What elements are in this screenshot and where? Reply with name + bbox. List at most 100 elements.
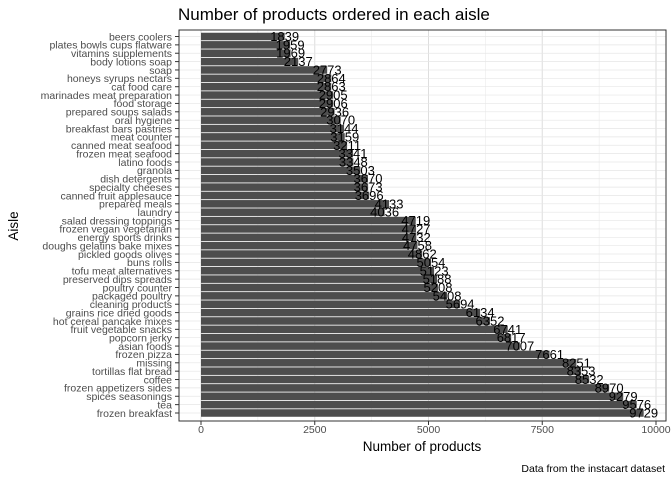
bar — [201, 66, 328, 74]
data-label: 2936 — [320, 104, 349, 119]
data-label: 2906 — [319, 96, 348, 111]
bar — [201, 367, 582, 375]
data-label: 3341 — [339, 146, 368, 161]
bar — [201, 308, 481, 317]
bar — [201, 41, 291, 49]
y-tick-label: popcorn jerky — [109, 333, 173, 345]
data-label: 8970 — [595, 380, 624, 395]
y-tick-label: grains rice dried goods — [66, 307, 172, 319]
data-label: 7661 — [535, 347, 564, 362]
bar — [201, 400, 637, 409]
bar — [201, 375, 590, 384]
bar — [201, 250, 423, 258]
bar — [201, 409, 644, 417]
data-label: 7007 — [505, 339, 534, 354]
y-tick-label: buns rolls — [127, 257, 172, 269]
y-tick-label: coffee — [144, 374, 173, 386]
y-tick-label: food storage — [114, 98, 173, 110]
bar — [201, 216, 416, 225]
bar — [201, 82, 332, 91]
bar — [201, 49, 291, 57]
chart-caption: Data from the instacart dataset — [521, 463, 665, 475]
data-label: 4727 — [402, 221, 431, 236]
bar — [201, 183, 369, 191]
bar — [201, 359, 577, 367]
y-tick-label: missing — [136, 358, 172, 370]
y-tick-label: salad dressing toppings — [62, 215, 172, 227]
bar — [201, 241, 418, 250]
y-tick-label: plates bowls cups flatware — [49, 40, 172, 52]
y-tick-label: dish detergents — [100, 174, 172, 186]
y-tick-label: doughs gelatins bake mixes — [42, 240, 172, 252]
y-tick-label: fruit vegetable snacks — [70, 324, 172, 336]
y-tick-label: tea — [157, 399, 172, 411]
bar — [201, 300, 461, 308]
x-tick-label: 0 — [198, 424, 204, 436]
y-tick-label: cat food care — [111, 82, 172, 94]
data-label: 2773 — [313, 62, 342, 77]
data-label: 1959 — [276, 37, 305, 52]
bar — [201, 108, 335, 116]
bar — [201, 317, 491, 325]
data-label: 8251 — [562, 355, 591, 370]
data-label: 5188 — [423, 272, 452, 287]
y-tick-label: granola — [137, 165, 172, 177]
data-label: 4732 — [402, 230, 431, 245]
bars — [201, 32, 644, 417]
y-tick-label: prepared soups salads — [66, 107, 172, 119]
bar — [201, 350, 550, 359]
data-label: 9279 — [609, 389, 638, 404]
y-tick-label: specialty cheeses — [89, 182, 172, 194]
y-tick-label: pickled goods olives — [78, 249, 172, 261]
y-tick-label: tortillas flat bread — [92, 366, 172, 378]
y-tick-label: canned meat seafood — [71, 140, 172, 152]
data-label: 3159 — [330, 129, 359, 144]
data-label: 3696 — [355, 188, 384, 203]
y-tick-label: poultry counter — [103, 282, 173, 294]
data-label: 5408 — [433, 288, 462, 303]
data-label: 6741 — [493, 322, 522, 337]
y-tick-label: packaged poultry — [92, 291, 173, 303]
y-tick-label: cleaning products — [90, 299, 172, 311]
data-label: 5208 — [424, 280, 453, 295]
y-tick-label: meat counter — [111, 132, 173, 144]
y-tick-label: canned fruit applesauce — [61, 190, 173, 202]
data-label: 8353 — [567, 364, 596, 379]
bar — [201, 57, 299, 66]
data-label: 4719 — [401, 213, 430, 228]
bar — [201, 174, 368, 183]
data-label: 3503 — [346, 163, 375, 178]
y-tick-label: frozen meat seafood — [76, 148, 172, 160]
data-label: 5054 — [416, 255, 445, 270]
y-tick-label: asian foods — [118, 341, 172, 353]
y-tick-label: frozen pizza — [115, 349, 172, 361]
data-label: 4862 — [408, 247, 437, 262]
x-ticks: 0 2500 5000 7500 10000 — [198, 421, 671, 436]
y-tick-label: oral hygiene — [115, 115, 172, 127]
y-tick-label: spices seasonings — [86, 391, 172, 403]
data-labels: 1839195919692137277328642863290529062936… — [270, 29, 658, 421]
data-label: 6817 — [497, 330, 526, 345]
y-tick-label: prepared meals — [99, 199, 172, 211]
bar — [201, 99, 334, 108]
data-label: 3070 — [326, 113, 355, 128]
bar — [201, 275, 438, 283]
x-tick-label: 10000 — [641, 424, 670, 436]
data-label: 4758 — [403, 238, 432, 253]
data-label: 9576 — [622, 397, 651, 412]
data-label: 4133 — [375, 196, 404, 211]
data-label: 3673 — [354, 180, 383, 195]
y-tick-label: frozen breakfast — [97, 408, 172, 420]
bar — [201, 342, 520, 350]
bar — [201, 258, 431, 267]
y-tick-label: preserved dips spreads — [63, 274, 172, 286]
bar — [201, 124, 345, 133]
bar — [201, 292, 448, 300]
bar — [201, 191, 370, 200]
y-tick-label: tofu meat alternatives — [72, 266, 172, 278]
y-tick-label: frozen appetizers sides — [64, 383, 172, 395]
x-tick-label: 2500 — [303, 424, 327, 436]
bar — [201, 333, 512, 342]
